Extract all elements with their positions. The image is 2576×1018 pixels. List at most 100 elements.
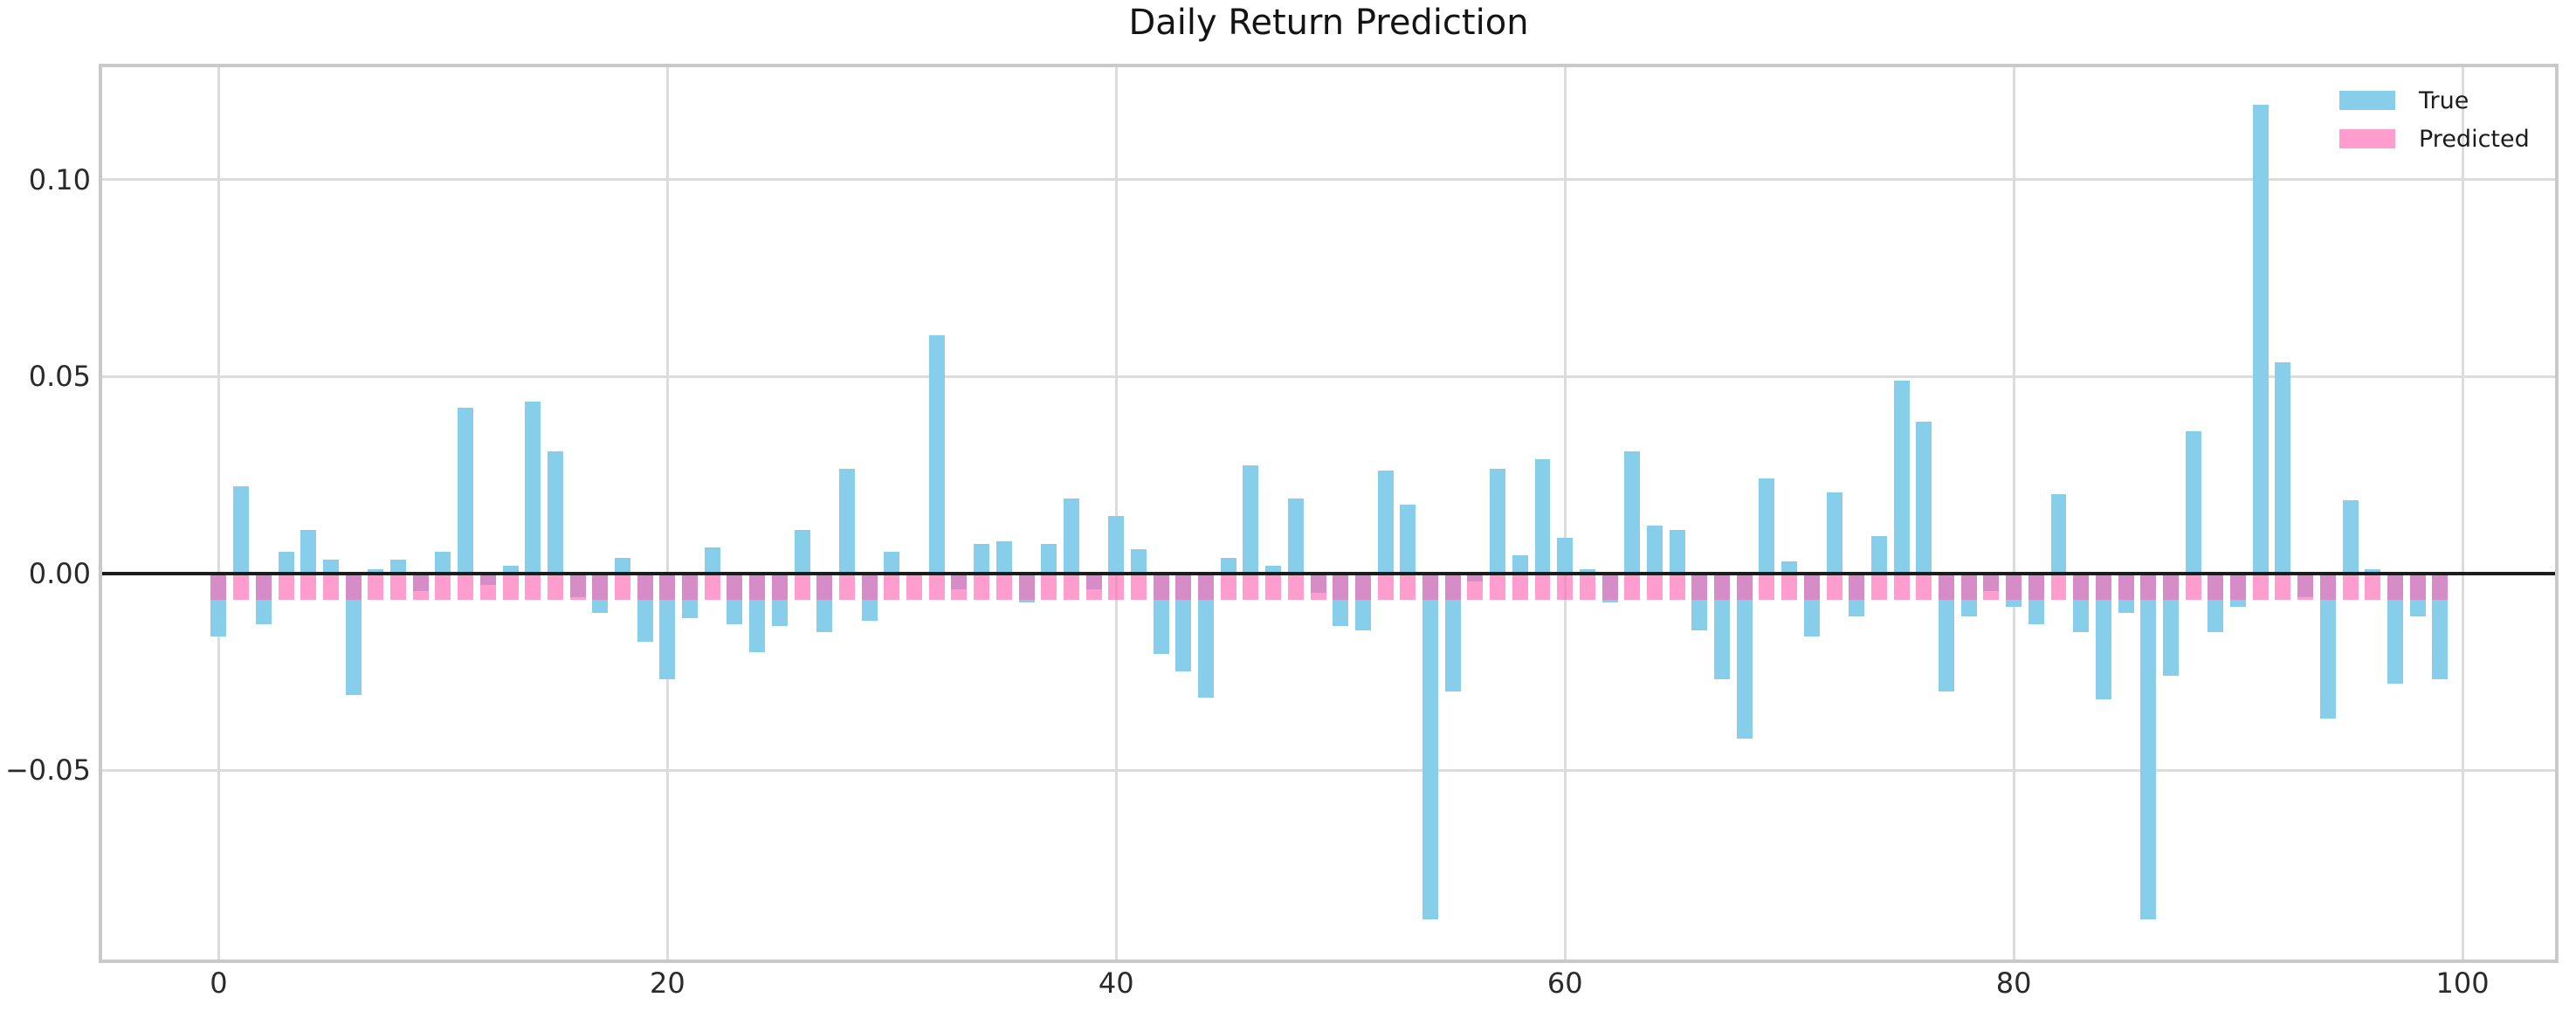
true-bar [838,469,855,574]
zero-line [99,571,2559,575]
true-bar [1669,529,1685,574]
predicted-bar [300,573,317,600]
predicted-bar [2387,573,2403,600]
predicted-bar [838,573,855,600]
predicted-bar [1130,573,1147,600]
true-bar [300,529,317,574]
true-bar [1781,561,1798,574]
true-bar [2365,569,2381,574]
predicted-bar [951,573,968,600]
true-bar [2185,431,2201,574]
true-bar [458,408,474,574]
true-bar [2432,573,2449,680]
true-bar [1534,458,1551,574]
predicted-bar [1198,573,1215,600]
predicted-bar [749,573,766,600]
legend-label: True [2419,86,2469,114]
predicted-bar [1960,573,1977,600]
predicted-bar [2028,573,2044,600]
predicted-bar [1444,573,1461,600]
predicted-bar [771,573,788,600]
predicted-bar [682,573,699,600]
true-bar [1377,471,1394,574]
predicted-bar [2140,573,2157,600]
predicted-bar [1400,573,1416,600]
true-bar [1624,451,1641,574]
predicted-bar [794,573,810,600]
predicted-bar [1377,573,1394,600]
predicted-bar [1265,573,1282,600]
true-bar [1198,573,1215,698]
true-bar [390,559,407,574]
true-bar [1736,573,1753,739]
true-bar [2387,573,2403,684]
legend-item-predicted: Predicted [2339,126,2530,153]
predicted-bar [2006,573,2022,600]
predicted-bar [592,573,609,600]
true-bar [1916,421,1932,574]
predicted-bar [928,573,945,600]
predicted-bar [1354,573,1371,600]
true-bar [1130,549,1147,574]
x-tick-label: 0 [210,966,228,1000]
predicted-bar [412,573,429,600]
predicted-bar [1557,573,1574,600]
chart-title: Daily Return Prediction [1128,3,1529,43]
predicted-bar [1714,573,1731,600]
plot-area: True Predicted [99,64,2559,963]
x-tick-label: 40 [1098,966,1134,1000]
predicted-bar [322,573,339,600]
predicted-bar [1175,573,1192,600]
true-bar [794,529,810,574]
predicted-bar [1333,573,1349,600]
y-tick-label: 0.05 [28,360,91,394]
true-bar [2319,573,2336,719]
true-bar [884,551,900,574]
legend-item-true: True [2339,87,2469,114]
true-bar [1870,535,1887,574]
true-bar [928,334,945,574]
true-bar [974,543,990,574]
predicted-bar [569,573,586,600]
y-gridline [99,178,2559,182]
predicted-bar [2162,573,2179,600]
x-gridline [2461,64,2464,963]
true-bar [1287,498,1304,574]
true-bar [547,451,563,574]
predicted-bar [1893,573,1910,600]
true-bar [233,486,250,574]
true-bar [659,573,676,680]
predicted-bar [1803,573,1820,600]
true-bar [2252,104,2269,574]
y-tick-label: −0.05 [4,753,91,788]
true-bar [1579,569,1595,574]
predicted-bar [974,573,990,600]
true-bar [1490,469,1506,574]
true-bar [502,565,519,574]
predicted-bar [1512,573,1528,600]
predicted-bar [1287,573,1304,600]
predicted-bar [525,573,541,600]
predicted-bar [1422,573,1439,600]
true-bar [1939,573,1955,691]
predicted-bar [2073,573,2090,600]
predicted-bar [210,573,227,600]
predicted-bar [255,573,272,600]
true-bar [525,402,541,574]
true-bar [614,557,630,574]
predicted-bar [1243,573,1259,600]
predicted-bar [2118,573,2134,600]
predicted-bar [1669,573,1685,600]
true-bar [1041,543,1057,574]
predicted-bar [2297,573,2314,600]
true-bar [435,551,451,574]
true-bar [345,573,362,696]
predicted-bar [884,573,900,600]
legend-label: Predicted [2419,125,2530,153]
predicted-bar [2095,573,2111,600]
y-gridline [99,375,2559,378]
predicted-bar [1018,573,1035,600]
predicted-bar [390,573,407,600]
predicted-bar [1849,573,1865,600]
predicted-bar [2185,573,2201,600]
